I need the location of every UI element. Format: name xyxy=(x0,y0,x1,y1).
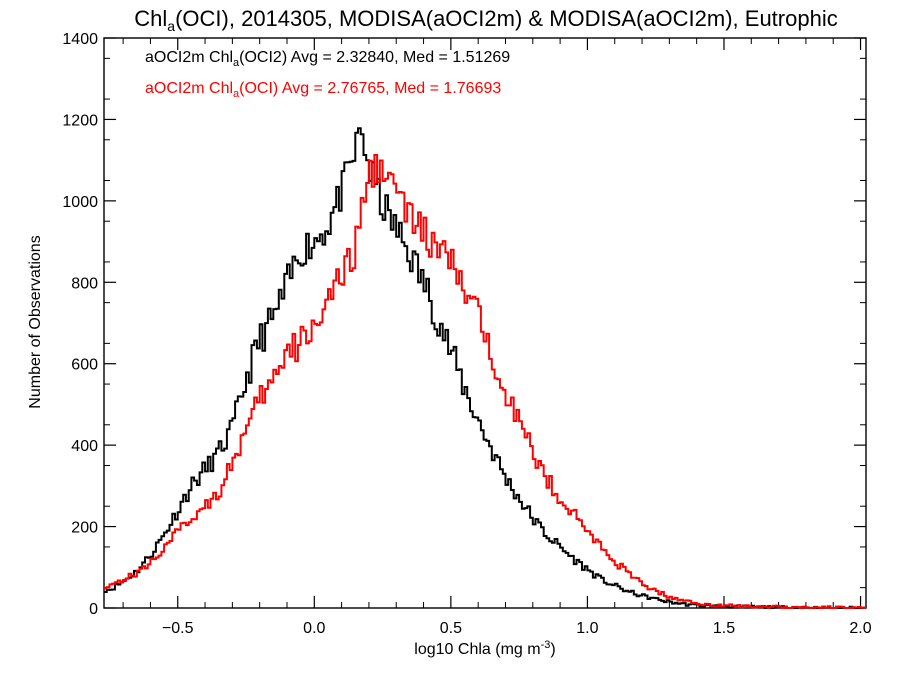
legend-oci2-subscript: a xyxy=(233,57,240,69)
y-tick-label: 1000 xyxy=(62,194,98,211)
x-axis-label-superscript: -3 xyxy=(541,639,551,651)
legend-oci-subscript: a xyxy=(233,88,240,100)
x-axis-label-main: log10 Chla (mg m xyxy=(414,641,540,658)
series-line-oci2 xyxy=(104,127,866,609)
title-subscript: a xyxy=(167,18,175,34)
legend: aOCI2m Chla(OCI2) Avg = 2.32840, Med = 1… xyxy=(145,49,510,100)
legend-entry-oci: aOCI2m Chla(OCI) Avg = 2.76765, Med = 1.… xyxy=(145,80,501,100)
y-tick-label: 200 xyxy=(71,520,98,537)
title-main: Chl xyxy=(134,6,167,31)
y-tick-label: 1400 xyxy=(62,31,98,48)
x-tick-label: 0.0 xyxy=(303,620,325,637)
y-tick-label: 800 xyxy=(71,275,98,292)
legend-oci2-prefix: aOCI2m Chl xyxy=(145,49,233,66)
y-tick-label: 600 xyxy=(71,357,98,374)
y-axis: 0 200 400 600 800 1000 1200 1400 xyxy=(62,31,866,618)
y-tick-label: 1200 xyxy=(62,112,98,129)
series-layer xyxy=(104,127,866,609)
series-line-oci xyxy=(104,154,866,609)
legend-entry-oci2: aOCI2m Chla(OCI2) Avg = 2.32840, Med = 1… xyxy=(145,49,510,69)
x-tick-label: 1.5 xyxy=(713,620,735,637)
x-tick-label: −0.5 xyxy=(162,620,194,637)
chart-title: Chla(OCI), 2014305, MODISA(aOCI2m) & MOD… xyxy=(134,6,837,34)
x-tick-label: 1.0 xyxy=(576,620,598,637)
legend-oci2-suffix: (OCI2) Avg = 2.32840, Med = 1.51269 xyxy=(239,49,510,66)
title-rest: (OCI), 2014305, MODISA(aOCI2m) & MODISA(… xyxy=(175,6,838,31)
y-tick-label: 400 xyxy=(71,438,98,455)
y-axis-label: Number of Observations xyxy=(27,235,44,408)
x-tick-label: 0.5 xyxy=(440,620,462,637)
plot-frame xyxy=(103,37,867,609)
x-axis-label: log10 Chla (mg m-3) xyxy=(414,639,555,658)
legend-oci-suffix: (OCI) Avg = 2.76765, Med = 1.76693 xyxy=(239,80,501,97)
y-tick-label: 0 xyxy=(89,601,98,618)
legend-oci-prefix: aOCI2m Chl xyxy=(145,80,233,97)
x-tick-label: 2.0 xyxy=(849,620,871,637)
x-axis: −0.5 0.0 0.5 1.0 1.5 2.0 xyxy=(122,38,872,637)
x-axis-label-end: ) xyxy=(550,641,555,658)
